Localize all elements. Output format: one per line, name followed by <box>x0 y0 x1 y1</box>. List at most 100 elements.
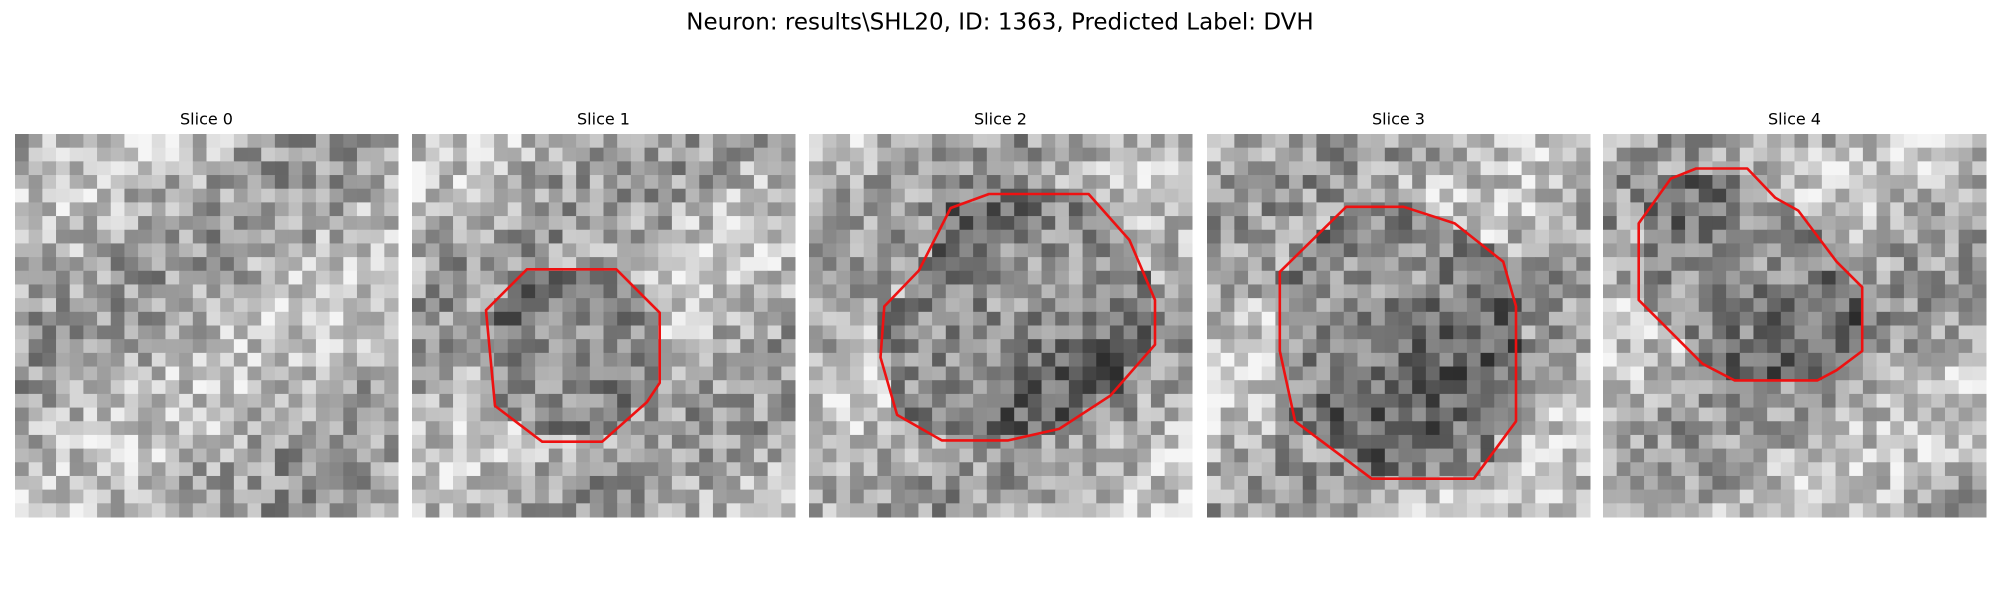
pixel <box>1123 311 1138 326</box>
pixel <box>1357 462 1372 477</box>
pixel <box>850 434 865 450</box>
pixel <box>1068 257 1084 272</box>
pixel <box>1371 503 1386 518</box>
pixel <box>1903 270 1919 285</box>
pixel <box>261 380 276 395</box>
pixel <box>151 380 166 395</box>
pixel <box>1972 489 1987 504</box>
pixel <box>1753 421 1768 436</box>
pixel <box>1821 393 1837 409</box>
pixel <box>685 270 700 285</box>
pixel <box>1316 134 1331 149</box>
pixel <box>1698 380 1713 395</box>
pixel <box>576 503 591 518</box>
pixel <box>986 188 1001 203</box>
pixel <box>1548 489 1564 504</box>
pixel <box>1289 503 1304 518</box>
pixel <box>1685 257 1700 272</box>
pixel <box>1096 311 1111 326</box>
pixel <box>138 393 153 409</box>
pixel <box>1931 503 1946 518</box>
pixel <box>986 503 1001 518</box>
pixel <box>904 175 919 190</box>
pixel <box>918 298 933 313</box>
pixel <box>425 339 440 354</box>
pixel <box>1603 325 1618 340</box>
pixel <box>1712 298 1727 313</box>
pixel <box>863 475 878 491</box>
pixel <box>1302 161 1317 176</box>
pixel <box>1261 216 1276 231</box>
pixel <box>15 393 30 409</box>
pixel <box>726 393 741 409</box>
pixel <box>1917 462 1932 477</box>
pixel <box>589 352 604 368</box>
pixel <box>1671 202 1686 217</box>
pixel <box>1603 161 1618 176</box>
pixel <box>1876 366 1891 381</box>
pixel <box>1343 188 1358 203</box>
pixel <box>1808 257 1823 272</box>
pixel <box>1109 448 1125 463</box>
pixel <box>1808 352 1823 368</box>
pixel <box>1931 325 1946 340</box>
pixel <box>1972 175 1987 190</box>
pixel <box>206 147 221 162</box>
pixel <box>1603 475 1618 491</box>
pixel <box>1698 339 1713 354</box>
pixel <box>1480 311 1495 326</box>
pixel <box>1849 339 1864 354</box>
pixel <box>1576 243 1591 258</box>
pixel <box>945 147 960 162</box>
pixel <box>1657 339 1672 354</box>
pixel <box>781 475 796 491</box>
pixel <box>110 175 125 190</box>
pixel <box>1685 270 1700 285</box>
pixel <box>1398 311 1413 326</box>
pixel <box>1439 147 1454 162</box>
pixel <box>753 339 769 354</box>
pixel <box>1507 475 1523 491</box>
pixel <box>480 257 495 272</box>
pixel <box>1685 434 1700 450</box>
pixel <box>1821 339 1837 354</box>
pixel <box>1439 298 1454 313</box>
pixel <box>1849 229 1864 244</box>
pixel <box>1890 489 1905 504</box>
pixel <box>1835 175 1850 190</box>
pixel <box>1576 380 1591 395</box>
pixel <box>247 421 262 436</box>
pixel <box>83 503 98 518</box>
pixel <box>630 503 646 518</box>
pixel <box>548 325 563 340</box>
pixel <box>658 134 673 149</box>
pixel <box>1357 475 1372 491</box>
pixel <box>124 257 139 272</box>
pixel <box>1027 434 1043 450</box>
pixel <box>809 134 824 149</box>
pixel <box>891 325 906 340</box>
pixel <box>233 475 249 491</box>
pixel <box>1535 366 1550 381</box>
pixel <box>548 489 563 504</box>
pixel <box>1343 311 1358 326</box>
pixel <box>712 393 728 409</box>
pixel <box>1917 475 1932 491</box>
pixel <box>1698 503 1713 518</box>
pixel <box>274 503 290 518</box>
pixel <box>685 448 700 463</box>
pixel <box>1055 462 1070 477</box>
pixel <box>1780 284 1795 299</box>
pixel <box>384 270 399 285</box>
pixel <box>712 475 728 491</box>
pixel <box>535 366 550 381</box>
pixel <box>1535 175 1550 190</box>
pixel <box>1562 407 1577 422</box>
pixel <box>1821 380 1837 395</box>
pixel <box>28 216 43 231</box>
pixel <box>1562 134 1577 149</box>
pixel <box>1302 475 1317 491</box>
pixel <box>1944 325 1960 340</box>
pixel <box>973 270 988 285</box>
pixel <box>384 366 399 381</box>
